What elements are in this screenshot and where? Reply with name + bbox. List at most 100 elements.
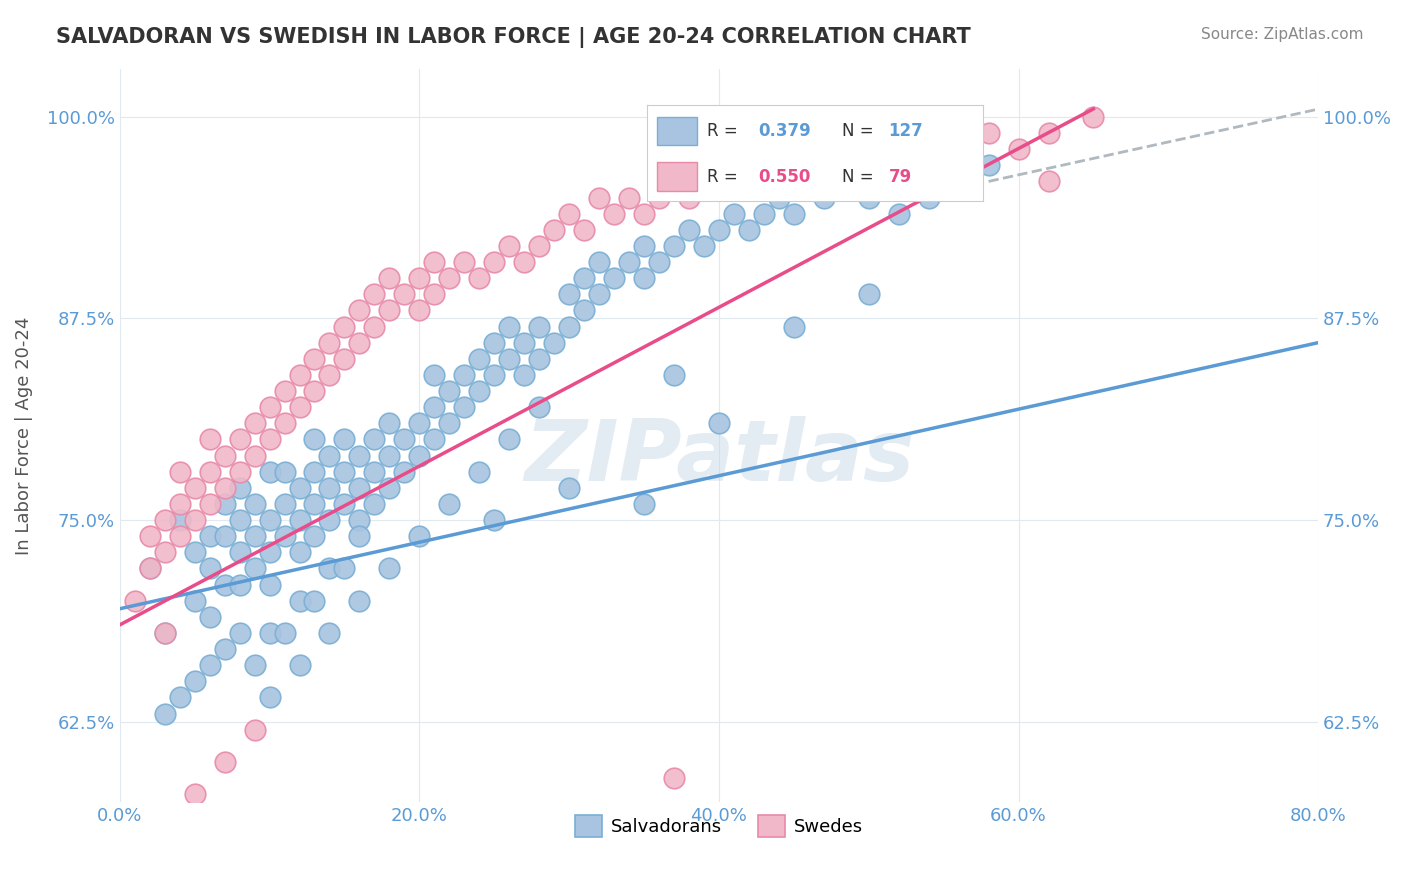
Point: [243, 658, 266, 673]
Point: [169, 529, 191, 543]
Point: [617, 255, 640, 269]
Point: [198, 609, 221, 624]
Point: [633, 271, 655, 285]
Point: [423, 287, 446, 301]
Point: [243, 723, 266, 737]
Point: [423, 368, 446, 382]
Point: [138, 561, 160, 575]
Point: [423, 433, 446, 447]
Point: [198, 658, 221, 673]
Point: [752, 207, 775, 221]
Point: [423, 255, 446, 269]
Point: [198, 497, 221, 511]
Point: [318, 481, 340, 495]
Point: [707, 158, 730, 172]
Point: [288, 658, 311, 673]
Point: [228, 465, 250, 479]
Point: [183, 545, 205, 559]
Text: ZIPatlas: ZIPatlas: [524, 416, 914, 499]
Point: [588, 255, 610, 269]
Point: [318, 626, 340, 640]
Point: [333, 433, 356, 447]
Point: [138, 561, 160, 575]
Point: [378, 481, 401, 495]
Point: [363, 465, 385, 479]
Point: [572, 303, 595, 318]
Point: [783, 319, 806, 334]
Point: [363, 287, 385, 301]
Point: [363, 497, 385, 511]
Point: [304, 384, 326, 398]
Point: [259, 577, 281, 591]
Point: [198, 561, 221, 575]
Point: [349, 513, 371, 527]
Point: [273, 465, 295, 479]
Point: [304, 351, 326, 366]
Point: [333, 465, 356, 479]
Point: [633, 207, 655, 221]
Point: [394, 287, 416, 301]
Point: [153, 626, 176, 640]
Point: [288, 400, 311, 414]
Point: [738, 223, 761, 237]
Point: [858, 190, 880, 204]
Point: [198, 465, 221, 479]
Point: [318, 449, 340, 463]
Point: [349, 481, 371, 495]
Point: [484, 368, 506, 382]
Point: [617, 190, 640, 204]
Point: [783, 207, 806, 221]
Point: [183, 513, 205, 527]
Point: [304, 497, 326, 511]
Point: [349, 335, 371, 350]
Point: [214, 642, 236, 657]
Point: [169, 690, 191, 705]
Point: [513, 368, 536, 382]
Point: [543, 223, 565, 237]
Point: [333, 561, 356, 575]
Point: [527, 319, 550, 334]
Point: [932, 142, 955, 156]
Point: [439, 497, 461, 511]
Point: [259, 465, 281, 479]
Point: [1083, 110, 1105, 124]
Point: [363, 319, 385, 334]
Point: [858, 142, 880, 156]
Point: [394, 433, 416, 447]
Point: [558, 287, 581, 301]
Point: [543, 335, 565, 350]
Point: [273, 384, 295, 398]
Point: [214, 577, 236, 591]
Point: [408, 271, 430, 285]
Point: [378, 449, 401, 463]
Point: [768, 158, 790, 172]
Point: [513, 255, 536, 269]
Legend: Salvadorans, Swedes: Salvadorans, Swedes: [568, 808, 870, 845]
Point: [243, 529, 266, 543]
Point: [349, 303, 371, 318]
Point: [378, 417, 401, 431]
Point: [243, 497, 266, 511]
Point: [153, 706, 176, 721]
Point: [558, 319, 581, 334]
Point: [588, 287, 610, 301]
Point: [813, 158, 835, 172]
Point: [693, 239, 716, 253]
Text: Source: ZipAtlas.com: Source: ZipAtlas.com: [1201, 27, 1364, 42]
Point: [378, 271, 401, 285]
Point: [498, 433, 520, 447]
Point: [273, 417, 295, 431]
Point: [468, 271, 491, 285]
Point: [513, 335, 536, 350]
Point: [318, 335, 340, 350]
Point: [439, 417, 461, 431]
Point: [228, 481, 250, 495]
Point: [169, 465, 191, 479]
Point: [572, 223, 595, 237]
Point: [214, 449, 236, 463]
Point: [887, 126, 910, 140]
Point: [408, 529, 430, 543]
Point: [259, 626, 281, 640]
Point: [723, 207, 745, 221]
Point: [363, 433, 385, 447]
